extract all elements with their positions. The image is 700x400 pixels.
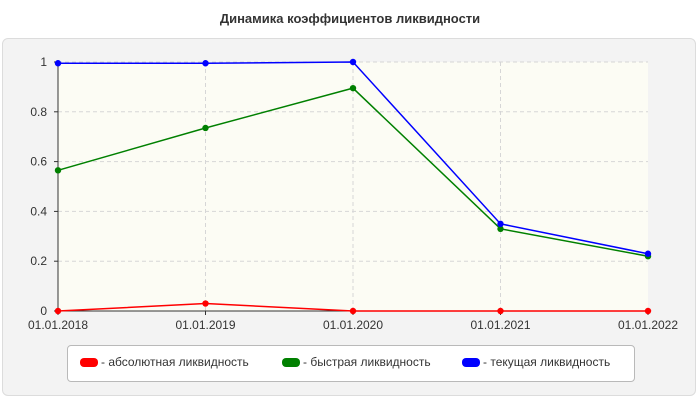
y-tick-label: 1 (40, 55, 47, 69)
chart-legend: - абсолютная ликвидность - быстрая ликви… (67, 345, 635, 382)
series-point-0 (349, 307, 357, 315)
series-point-2 (644, 250, 652, 257)
legend-swatch-quick (282, 357, 300, 367)
x-tick-label: 01.01.2019 (175, 318, 235, 332)
series-point-1 (202, 124, 209, 132)
series-point-0 (202, 300, 209, 307)
legend-item-current: - текущая ликвидность (462, 355, 610, 369)
y-tick-label: 0.8 (30, 105, 47, 119)
legend-label-current: - текущая ликвидность (483, 355, 611, 369)
x-tick-label: 01.01.2020 (323, 318, 383, 332)
series-point-2 (202, 60, 209, 67)
series-point-2 (349, 58, 357, 66)
series-point-0 (497, 307, 504, 315)
y-tick-label: 0 (40, 304, 47, 318)
legend-label-quick: - быстрая ликвидность (303, 355, 431, 369)
series-point-0 (54, 307, 62, 315)
x-tick-label: 01.01.2021 (470, 318, 530, 332)
y-tick-label: 0.2 (30, 254, 47, 268)
series-point-2 (54, 60, 62, 67)
y-tick-label: 0.4 (30, 204, 47, 218)
x-tick-label: 01.01.2018 (28, 318, 88, 332)
legend-item-quick: - быстрая ликвидность (282, 355, 431, 369)
legend-swatch-current (462, 357, 480, 367)
series-point-1 (54, 167, 62, 174)
plot-area (58, 62, 648, 311)
x-tick-label: 01.01.2022 (618, 318, 678, 332)
legend-swatch-absolute (80, 357, 98, 367)
y-tick-label: 0.6 (30, 155, 47, 169)
series-point-2 (497, 220, 504, 228)
chart-title: Динамика коэффициентов ликвидности (219, 11, 481, 26)
legend-item-absolute: - абсолютная ликвидность (80, 355, 249, 369)
legend-label-absolute: - абсолютная ликвидность (101, 355, 249, 369)
series-point-0 (644, 307, 652, 315)
series-point-1 (349, 84, 357, 92)
series-point-1 (497, 225, 504, 233)
